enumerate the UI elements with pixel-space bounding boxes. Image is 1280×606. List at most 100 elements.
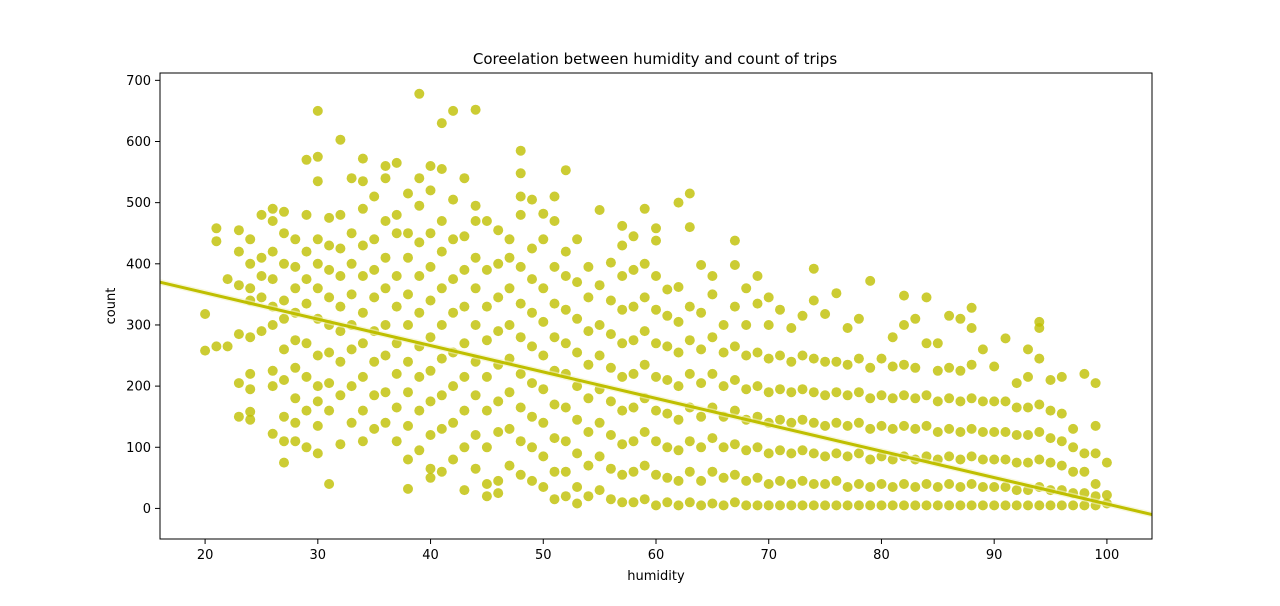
data-point	[651, 223, 661, 234]
data-point	[301, 246, 312, 257]
data-point	[763, 479, 774, 489]
data-point	[403, 320, 413, 330]
data-point	[267, 216, 278, 226]
data-point	[583, 393, 594, 404]
data-point	[673, 197, 684, 208]
data-point	[560, 165, 571, 176]
data-point	[515, 191, 526, 202]
data-point	[549, 433, 560, 444]
data-point	[944, 362, 955, 373]
data-point	[267, 428, 278, 439]
data-point	[853, 387, 864, 398]
data-point	[425, 295, 436, 306]
data-point	[729, 341, 740, 352]
data-point	[966, 302, 977, 313]
data-point	[572, 381, 583, 392]
data-point	[707, 332, 718, 343]
x-tick-label: 30	[310, 548, 327, 563]
data-point	[391, 228, 402, 239]
data-point	[651, 500, 661, 511]
data-point	[324, 479, 335, 489]
data-point	[605, 430, 616, 440]
data-point	[673, 347, 684, 358]
data-point	[335, 209, 346, 220]
data-point	[560, 304, 571, 315]
data-point	[470, 430, 481, 440]
data-point	[245, 234, 256, 245]
data-point	[639, 427, 650, 437]
data-point	[493, 292, 504, 303]
data-point	[741, 384, 752, 395]
data-point	[977, 396, 988, 407]
data-point	[572, 482, 583, 492]
data-point	[786, 387, 797, 398]
data-point	[628, 301, 639, 312]
data-point	[853, 500, 864, 511]
data-point	[515, 469, 526, 480]
data-point	[977, 427, 988, 437]
data-point	[256, 326, 267, 337]
x-tick-label: 70	[760, 548, 777, 563]
data-point	[617, 304, 628, 315]
data-point	[797, 384, 808, 395]
data-point	[966, 479, 977, 489]
data-point	[662, 310, 673, 321]
data-point	[865, 393, 876, 404]
data-point	[741, 500, 752, 511]
data-point	[425, 261, 436, 272]
data-point	[887, 423, 898, 434]
data-point	[989, 427, 1000, 437]
data-point	[831, 288, 842, 299]
data-point	[628, 497, 639, 508]
data-point	[267, 365, 278, 376]
data-point	[290, 436, 301, 447]
data-point	[842, 420, 853, 431]
data-point	[955, 482, 966, 492]
data-point	[1011, 430, 1022, 440]
data-point	[989, 361, 1000, 372]
data-point	[233, 378, 244, 389]
data-point	[1090, 479, 1101, 489]
data-point	[955, 500, 966, 511]
data-point	[324, 347, 335, 358]
data-point	[459, 264, 470, 275]
data-point	[944, 451, 955, 462]
data-point	[729, 375, 740, 385]
data-point	[729, 301, 740, 312]
data-point	[279, 411, 289, 422]
data-point	[718, 347, 729, 358]
data-point	[876, 479, 887, 489]
data-point	[459, 173, 470, 184]
data-point	[448, 194, 459, 205]
data-point	[357, 405, 368, 416]
data-point	[741, 283, 752, 294]
data-point	[515, 368, 526, 379]
data-point	[718, 381, 729, 392]
data-point	[673, 500, 684, 511]
data-point	[357, 176, 368, 187]
data-point	[786, 448, 797, 459]
data-point	[549, 466, 560, 477]
data-point	[436, 118, 447, 129]
data-point	[684, 335, 695, 346]
data-point	[853, 448, 864, 459]
data-point	[989, 454, 1000, 465]
data-point	[222, 274, 233, 285]
data-point	[775, 475, 785, 486]
data-point	[222, 341, 233, 352]
data-point	[707, 433, 718, 444]
data-point	[617, 405, 628, 416]
data-point	[312, 176, 323, 187]
data-point	[763, 387, 774, 398]
data-point	[684, 188, 695, 199]
data-point	[977, 344, 988, 355]
data-point	[831, 387, 842, 398]
data-point	[346, 258, 357, 269]
data-point	[1068, 466, 1079, 477]
data-point	[391, 209, 402, 220]
data-point	[515, 209, 526, 220]
data-point	[662, 284, 673, 295]
data-point	[357, 153, 368, 164]
data-point	[403, 228, 413, 239]
data-point	[1079, 368, 1090, 379]
